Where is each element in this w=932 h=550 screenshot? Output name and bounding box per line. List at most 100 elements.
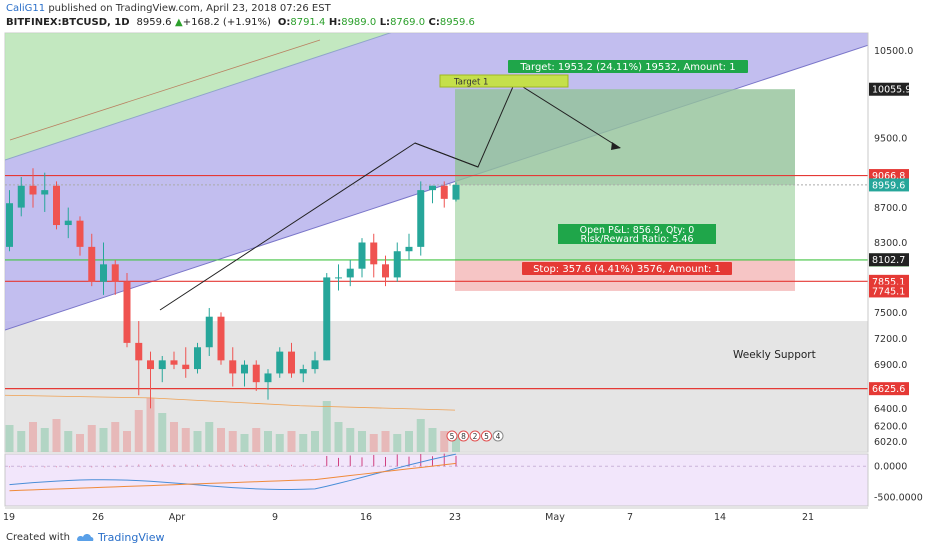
price-tag-bg: [869, 178, 909, 192]
volume-bar: [111, 422, 120, 452]
candle-body: [288, 351, 295, 374]
volume-bar: [428, 428, 437, 452]
price-tick-label: 10500.0: [874, 46, 913, 57]
volume-bar: [346, 428, 355, 452]
publish-line: CaliG11 published on TradingView.com, Ap…: [6, 3, 331, 14]
price-tick-label: 6020.0: [874, 437, 907, 448]
chart-header: CaliG11 published on TradingView.com, Ap…: [0, 0, 932, 32]
volume-bar: [405, 431, 413, 452]
last-price: 8959.6: [136, 17, 172, 28]
volume-bar: [99, 428, 108, 452]
candle-body: [158, 360, 166, 370]
time-tick-label: 19: [3, 512, 15, 523]
candle-body: [229, 360, 237, 374]
candle-body: [252, 364, 260, 383]
volume-bar: [29, 422, 37, 452]
volume-bar: [322, 401, 331, 452]
event-marker: [469, 430, 481, 442]
price-tick-label: 6200.0: [874, 421, 907, 432]
candle-body: [41, 190, 49, 195]
stop-label-bg: [522, 262, 732, 275]
volume-bar: [369, 434, 378, 452]
target-label: Target: 1953.2 (24.11%) 19532, Amount: 1: [519, 62, 735, 73]
price-tag: 9066.8: [872, 171, 905, 182]
volume-bar: [134, 410, 143, 452]
event-marker-label: 5: [484, 432, 489, 441]
candle-body: [405, 246, 413, 252]
up-arrow-icon: ▲: [175, 17, 183, 28]
event-marker: [492, 430, 504, 442]
projection-arrowhead: [611, 142, 621, 150]
high-label: H:: [328, 17, 342, 28]
volume-bar: [299, 434, 308, 452]
low-label: L:: [379, 17, 391, 28]
volume-bar: [5, 425, 14, 452]
candle-body: [358, 242, 366, 269]
candle-body: [276, 351, 284, 374]
volume-bar: [311, 431, 319, 452]
candle-body: [217, 316, 225, 361]
candle-body: [147, 360, 154, 370]
event-marker-label: 2: [473, 432, 478, 441]
trend-line-brown: [9, 39, 321, 141]
volume-bar: [17, 431, 26, 452]
volume-bar: [393, 434, 402, 452]
rr-label: Risk/Reward Ratio: 5.46: [580, 234, 693, 245]
candle-body: [429, 185, 436, 191]
candle-body: [6, 203, 13, 247]
tradingview-brand[interactable]: TradingView: [98, 531, 165, 544]
volume-bar: [181, 428, 190, 452]
volume-bar: [170, 422, 178, 452]
volume-bar: [64, 431, 73, 452]
volume-bar: [334, 422, 343, 452]
volume-ma-line: [5, 394, 456, 411]
price-change: +168.2 (+1.91%): [182, 17, 271, 28]
volume-bar: [87, 425, 96, 452]
price-tag-bg: [869, 253, 909, 267]
candle-body: [182, 364, 190, 370]
unrealized-zone: [455, 89, 795, 185]
high-value: 8989.0: [341, 17, 377, 28]
volume-bar: [358, 431, 366, 452]
candle-body: [335, 277, 342, 279]
publish-info: published on TradingView.com, April 23, …: [45, 3, 331, 14]
target-1-box: [439, 74, 569, 88]
symbol-name: BITFINEX:BTCUSD, 1D: [6, 17, 130, 28]
stop-label: Stop: 357.6 (4.41%) 3576, Amount: 1: [533, 264, 721, 275]
candle-body: [53, 185, 60, 226]
event-marker: [446, 430, 458, 442]
price-tick-label: 8700.0: [874, 203, 907, 214]
price-tag: 8959.6: [872, 180, 905, 191]
candle-body: [64, 220, 72, 226]
event-marker-label: 8: [461, 432, 466, 441]
price-tag: 7855.1: [872, 277, 905, 288]
price-tag-bg: [869, 284, 909, 298]
time-tick-label: 26: [92, 512, 104, 523]
author-link[interactable]: CaliG11: [6, 3, 46, 14]
candle-body: [17, 185, 25, 208]
oscillator-tick: -500.0000: [874, 492, 923, 503]
volume-bar: [452, 434, 460, 452]
time-tick-label: 16: [360, 512, 372, 523]
time-tick-label: 23: [449, 512, 461, 523]
volume-bar: [193, 431, 202, 452]
symbol-line: BITFINEX:BTCUSD, 1D 8959.6 ▲+168.2 (+1.9…: [6, 17, 475, 28]
volume-bar: [252, 428, 261, 452]
candle-body: [205, 316, 213, 348]
volume-bar: [275, 434, 284, 452]
price-tag: 10055.9: [872, 85, 911, 96]
candle-body: [311, 360, 319, 370]
close-value: 8959.6: [439, 17, 475, 28]
price-chart[interactable]: Target 1 Target: 1953.2 (24.11%) 19532, A…: [0, 32, 932, 528]
channel-mid-line: [5, 33, 392, 161]
time-tick-label: 14: [714, 512, 726, 523]
volume-bar: [158, 413, 167, 452]
candle-body: [76, 220, 84, 247]
candle-body: [170, 360, 178, 365]
event-marker: [458, 430, 469, 442]
volume-bar: [228, 431, 237, 452]
candle-body: [323, 277, 331, 361]
low-value: 8769.0: [390, 17, 426, 28]
target-1-label: Target 1: [453, 78, 488, 88]
price-tag: 8102.7: [872, 255, 905, 266]
